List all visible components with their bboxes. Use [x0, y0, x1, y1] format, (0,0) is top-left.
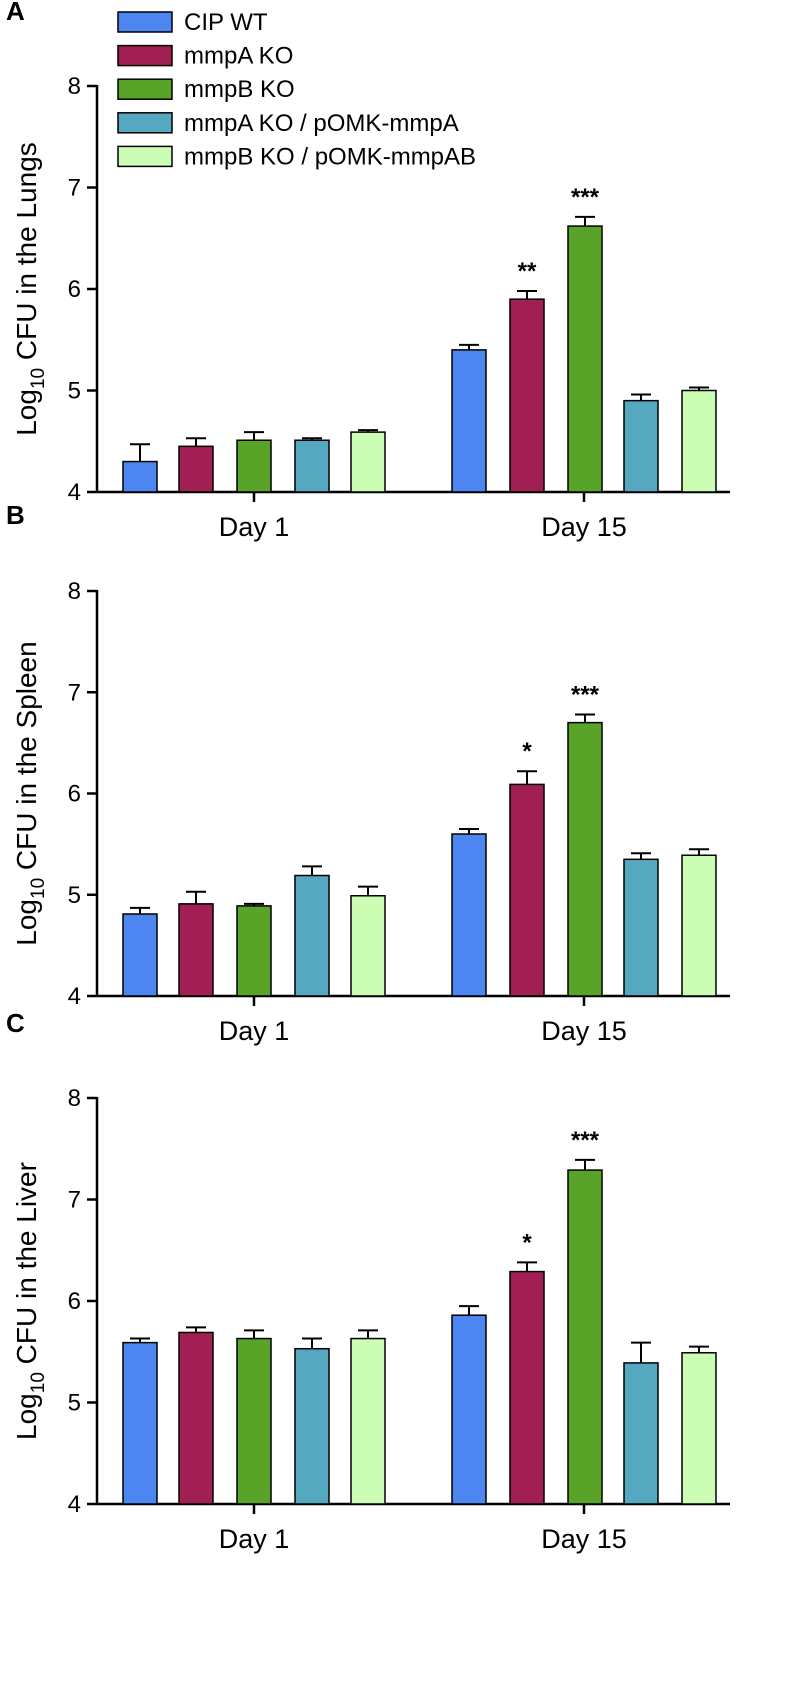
legend-swatch-mmpb-ko-pomk-mmpab: [117, 145, 173, 168]
bar-mmpa-ko-day-1: [178, 445, 214, 493]
x-tick-label-day-15: Day 15: [541, 1524, 627, 1554]
legend-swatch-mmpa-ko-pomk-mmpa: [117, 112, 173, 134]
y-tick-label: 7: [68, 1187, 81, 1214]
bar-mmpa-ko-pomk-mmpa-day-15: [623, 399, 659, 493]
panel-b: B 4 5 6 7 8 Log10 CFU in the Spleen Day 1 Day 15…: [6, 500, 730, 1046]
y-axis-label: Log10 CFU in the Spleen: [11, 641, 49, 945]
legend-label-mmpa-ko: mmpA KO: [184, 43, 293, 70]
bar-mmpb-ko-day-1: [236, 439, 272, 493]
legend-swatch-cip-wt: [117, 11, 173, 33]
bar-mmpa-ko-day-15: [509, 1270, 545, 1505]
legend: CIP WT mmpA KO mmpB KO mmpA KO / pOMK-mmpA m…: [117, 9, 476, 170]
y-tick-label: 7: [68, 679, 81, 706]
bar-mmpb-ko-pomk-mmpab-day-1: [350, 431, 386, 493]
bar-mmpa-ko-pomk-mmpa-day-1: [294, 874, 330, 997]
y-tick-label: 8: [68, 73, 81, 100]
bar-mmpb-ko-pomk-mmpab-day-1: [350, 1337, 386, 1505]
y-tick-label: 6: [68, 276, 81, 303]
x-tick-label-day-15: Day 15: [541, 1016, 627, 1046]
bar-mmpa-ko-day-15: [509, 298, 545, 493]
y-tick-label: 5: [68, 378, 81, 405]
significance-label: *: [522, 738, 532, 765]
y-tick-label: 6: [68, 781, 81, 808]
bar-mmpb-ko-day-15: [567, 225, 603, 493]
significance-label: ***: [571, 1127, 600, 1154]
bar-cip-wt-day-15: [451, 833, 487, 997]
bar-mmpb-ko-day-1: [236, 905, 272, 997]
bar-mmpb-ko-day-1: [236, 1337, 272, 1505]
bar-cip-wt-day-15: [451, 349, 487, 493]
y-tick-label: 5: [68, 882, 81, 909]
significance-label: **: [518, 258, 537, 285]
bar-mmpa-ko-pomk-mmpa-day-1: [294, 1347, 330, 1505]
bar-mmpb-ko-pomk-mmpab-day-15: [681, 854, 717, 997]
y-tick-label: 5: [68, 1390, 81, 1417]
bar-cip-wt-day-1: [122, 913, 158, 997]
bar-cip-wt-day-1: [122, 1341, 158, 1505]
bar-mmpb-ko-pomk-mmpab-day-15: [681, 1352, 717, 1505]
bar-cip-wt-day-15: [451, 1314, 487, 1505]
legend-swatch-mmpa-ko: [117, 44, 173, 67]
panel-letter-c: C: [6, 1008, 25, 1038]
y-tick-label: 6: [68, 1288, 81, 1315]
bar-mmpb-ko-day-15: [567, 1169, 603, 1505]
bar-cip-wt-day-1: [122, 460, 158, 493]
bar-mmpa-ko-pomk-mmpa-day-15: [623, 858, 659, 997]
bar-mmpa-ko-day-1: [178, 1331, 214, 1505]
significance-label: ***: [571, 682, 600, 709]
bar-mmpa-ko-pomk-mmpa-day-1: [294, 439, 330, 493]
bar-mmpb-ko-pomk-mmpab-day-15: [681, 389, 717, 493]
bar-mmpa-ko-day-1: [178, 903, 214, 997]
significance-label: *: [522, 1229, 532, 1256]
significance-label: ***: [571, 184, 600, 211]
y-tick-label: 4: [68, 983, 81, 1010]
panel-letter-b: B: [6, 500, 25, 530]
x-tick-label-day-1: Day 1: [219, 512, 290, 542]
legend-label-mmpb-ko-pomk-mmpab: mmpB KO / pOMK-mmpAB: [184, 143, 476, 170]
y-axis-label: Log10 CFU in the Lungs: [11, 142, 49, 436]
bar-mmpb-ko-day-15: [567, 721, 603, 997]
bar-mmpb-ko-pomk-mmpab-day-1: [350, 895, 386, 997]
x-tick-label-day-1: Day 1: [219, 1524, 290, 1554]
x-tick-label-day-1: Day 1: [219, 1016, 290, 1046]
panel-c: C 4 5 6 7 8 Log10 CFU in the Liver Day 1 Day 15 *…: [6, 1008, 730, 1554]
x-tick-label-day-15: Day 15: [541, 512, 627, 542]
y-tick-label: 7: [68, 175, 81, 202]
y-tick-label: 4: [68, 1491, 81, 1518]
panel-letter-a: A: [6, 0, 25, 26]
legend-label-cip-wt: CIP WT: [184, 9, 268, 36]
legend-label-mmpa-ko-pomk-mmpa: mmpA KO / pOMK-mmpA: [184, 110, 459, 137]
legend-label-mmpb-ko: mmpB KO: [184, 76, 295, 103]
legend-swatch-mmpb-ko: [117, 78, 173, 100]
bar-mmpa-ko-day-15: [509, 783, 545, 997]
y-tick-label: 8: [68, 1085, 81, 1112]
panel-a: A 4 5 6 7 8 Log10 CFU in the Lungs Day 1 Day 15 *…: [6, 0, 730, 542]
y-tick-label: 8: [68, 578, 81, 605]
bar-mmpa-ko-pomk-mmpa-day-15: [623, 1362, 659, 1505]
y-tick-label: 4: [68, 479, 81, 506]
y-axis-label: Log10 CFU in the Liver: [11, 1162, 49, 1440]
